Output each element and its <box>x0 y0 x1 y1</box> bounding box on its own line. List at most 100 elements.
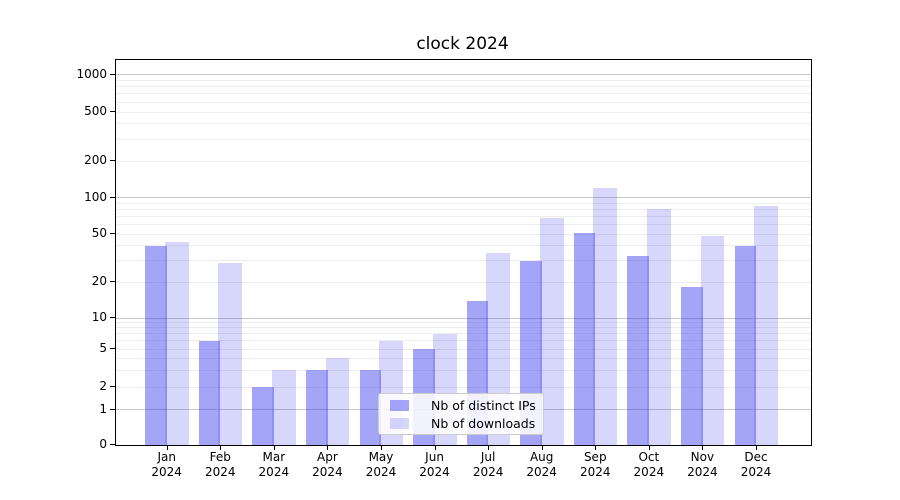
bar-downloads-nov <box>700 236 725 445</box>
y-tick-0 <box>110 444 115 445</box>
x-tick-label-jul: Jul 2024 <box>472 450 504 479</box>
gridline-minor <box>116 233 811 235</box>
gridline-minor <box>116 138 811 140</box>
y-tick-1000 <box>110 73 115 75</box>
y-tick-label-1: 1 <box>99 401 107 416</box>
y-tick-label-2: 2 <box>99 379 107 393</box>
bar-ips-jan <box>145 245 167 445</box>
bar-downloads-feb <box>218 262 243 445</box>
bar-downloads-aug <box>539 217 564 445</box>
y-tick-label-500: 500 <box>84 104 107 118</box>
x-tick-apr <box>327 445 329 450</box>
legend-label: Nb of distinct IPs <box>431 397 536 413</box>
x-tick-label-jun: Jun 2024 <box>419 450 450 479</box>
x-tick-aug <box>541 445 543 450</box>
gridline-minor <box>116 369 811 371</box>
y-tick-20 <box>110 281 115 282</box>
y-tick-2 <box>110 386 115 387</box>
bar-downloads-dec <box>754 206 778 445</box>
x-tick-label-nov: Nov 2024 <box>687 450 718 479</box>
gridline-major <box>116 74 811 75</box>
y-tick-label-100: 100 <box>84 189 107 204</box>
bar-ips-apr <box>306 370 328 445</box>
x-tick-label-dec: Dec 2024 <box>740 450 772 479</box>
x-tick-dec <box>755 445 757 450</box>
bar-downloads-oct <box>647 209 671 445</box>
gridline-minor <box>116 86 811 88</box>
x-tick-label-may: May 2024 <box>365 450 397 479</box>
x-tick-label-mar: Mar 2024 <box>258 450 290 479</box>
x-tick-jul <box>488 445 490 450</box>
gridline-minor <box>116 208 811 210</box>
y-tick-10 <box>110 317 115 318</box>
gridline-major <box>116 197 811 198</box>
x-tick-may <box>380 445 382 450</box>
gridline-minor <box>116 93 811 95</box>
x-tick-mar <box>273 445 275 450</box>
y-tick-label-1000: 1000 <box>76 66 107 81</box>
y-tick-500 <box>110 111 115 112</box>
gridline-minor <box>116 281 811 283</box>
legend-item: Nb of downloads <box>386 416 537 431</box>
x-tick-label-feb: Feb 2024 <box>204 450 236 479</box>
bar-ips-mar <box>252 387 275 445</box>
legend-swatch-bar_ips <box>390 399 409 411</box>
gridline-minor <box>116 245 811 247</box>
gridline-minor <box>116 101 811 103</box>
x-tick-label-oct: Oct 2024 <box>633 450 665 479</box>
gridline-minor <box>116 79 811 81</box>
bar-downloads-jan <box>164 241 189 445</box>
y-tick-100 <box>110 196 115 198</box>
gridline-minor <box>116 160 811 162</box>
legend: Nb of distinct IPs Nb of downloads <box>378 393 544 435</box>
y-tick-5 <box>110 348 115 349</box>
bar-downloads-sep <box>593 187 618 445</box>
y-tick-50 <box>110 233 115 234</box>
x-tick-nov <box>702 445 704 450</box>
x-tick-label-aug: Aug 2024 <box>526 450 557 479</box>
bar-ips-sep <box>573 232 596 445</box>
bar-downloads-mar <box>272 370 296 445</box>
gridline-minor <box>116 386 811 388</box>
x-tick-label-apr: Apr 2024 <box>312 450 343 479</box>
plot-area <box>115 59 812 446</box>
gridline-minor <box>116 322 811 324</box>
bar-ips-feb <box>198 340 221 445</box>
gridline-minor <box>116 327 811 329</box>
gridline-major <box>116 317 811 319</box>
x-tick-feb <box>220 445 222 450</box>
gridline-minor <box>116 348 811 350</box>
gridline-minor <box>116 260 811 262</box>
bar-ips-oct <box>627 255 650 445</box>
x-tick-sep <box>595 445 597 450</box>
y-tick-label-5: 5 <box>99 341 107 355</box>
y-tick-label-10: 10 <box>91 310 107 324</box>
gridline-minor <box>116 123 811 125</box>
y-tick-1 <box>110 408 115 410</box>
legend-swatch-bar_downloads <box>390 417 409 429</box>
x-tick-jan <box>166 445 168 450</box>
x-tick-label-sep: Sep 2024 <box>579 450 611 479</box>
x-tick-jun <box>434 445 436 450</box>
bar-ips-nov <box>681 287 703 445</box>
legend-label: Nb of downloads <box>431 415 536 431</box>
gridline-minor <box>116 333 811 335</box>
gridline-minor <box>116 202 811 204</box>
y-tick-label-0: 0 <box>99 437 107 451</box>
y-tick-200 <box>110 160 115 161</box>
x-tick-label-jan: Jan 2024 <box>151 450 182 479</box>
y-tick-label-20: 20 <box>91 274 107 288</box>
chart-title: clock 2024 <box>416 34 509 54</box>
gridline-minor <box>116 357 811 359</box>
gridline-minor <box>116 340 811 342</box>
bar-ips-may <box>359 370 382 445</box>
gridline-minor <box>116 215 811 217</box>
x-tick-oct <box>648 445 650 450</box>
legend-item: Nb of distinct IPs <box>386 398 537 413</box>
gridline-minor <box>116 223 811 225</box>
bar-ips-dec <box>734 245 757 445</box>
y-tick-label-50: 50 <box>91 226 107 240</box>
gridline-minor <box>116 111 811 113</box>
y-tick-label-200: 200 <box>84 153 107 167</box>
